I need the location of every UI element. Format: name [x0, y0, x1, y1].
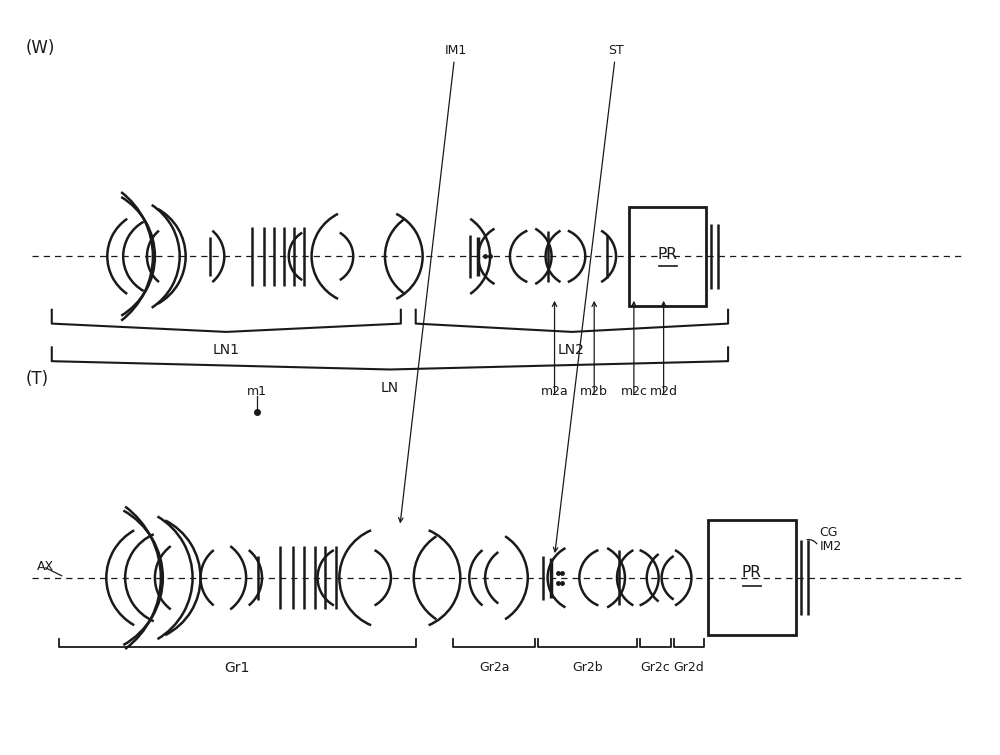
- Text: m2d: m2d: [650, 385, 678, 398]
- Text: LN2: LN2: [558, 344, 585, 357]
- Text: CG: CG: [819, 526, 838, 539]
- Text: m2b: m2b: [580, 385, 608, 398]
- Text: (T): (T): [26, 370, 49, 388]
- Text: m2c: m2c: [620, 385, 647, 398]
- Text: Gr1: Gr1: [225, 661, 250, 675]
- Text: LN1: LN1: [213, 344, 240, 357]
- Text: ST: ST: [553, 44, 624, 552]
- Text: (W): (W): [26, 39, 55, 57]
- Text: PR: PR: [658, 247, 678, 262]
- Text: PR: PR: [742, 565, 762, 581]
- Text: IM1: IM1: [399, 44, 467, 522]
- Text: m2a: m2a: [541, 385, 568, 398]
- Bar: [629, 207, 706, 306]
- Bar: [708, 520, 796, 635]
- Text: AX: AX: [37, 560, 54, 573]
- Text: m1: m1: [247, 385, 267, 398]
- Text: Gr2b: Gr2b: [572, 661, 603, 674]
- Text: LN: LN: [381, 381, 399, 395]
- Text: Gr2c: Gr2c: [640, 661, 670, 674]
- Text: Gr2d: Gr2d: [673, 661, 704, 674]
- Text: Gr2a: Gr2a: [479, 661, 509, 674]
- Text: IM2: IM2: [819, 540, 842, 553]
